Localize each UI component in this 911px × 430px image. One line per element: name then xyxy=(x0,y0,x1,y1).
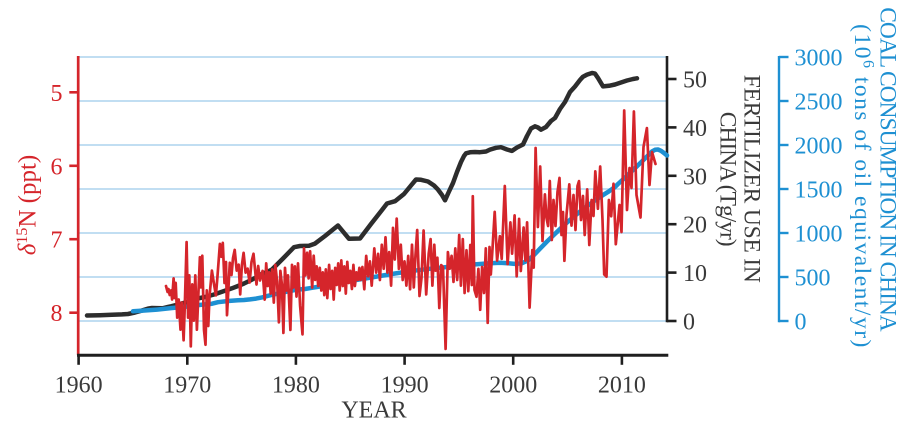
svg-text:3000: 3000 xyxy=(795,46,843,72)
svg-text:1000: 1000 xyxy=(795,222,843,248)
svg-text:1960: 1960 xyxy=(55,373,103,399)
svg-text:50: 50 xyxy=(683,68,707,94)
svg-text:8: 8 xyxy=(51,301,63,327)
svg-text:40: 40 xyxy=(683,116,707,142)
svg-text:500: 500 xyxy=(795,266,831,292)
svg-text:2500: 2500 xyxy=(795,90,843,116)
svg-text:5: 5 xyxy=(51,81,63,107)
svg-text:CHINA (Tg/yr): CHINA (Tg/yr) xyxy=(715,112,741,246)
svg-text:1500: 1500 xyxy=(795,178,843,204)
svg-text:(106 tons of oil equivalent/yr: (106 tons of oil equivalent/yr) xyxy=(849,24,877,349)
svg-text:FERTILIZER USE IN: FERTILIZER USE IN xyxy=(739,75,765,283)
svg-text:6: 6 xyxy=(51,154,63,180)
svg-text:0: 0 xyxy=(795,310,807,336)
svg-text:7: 7 xyxy=(51,228,63,254)
svg-text:1990: 1990 xyxy=(381,373,429,399)
svg-text:COAL CONSUMPTION IN CHINA: COAL CONSUMPTION IN CHINA xyxy=(875,7,901,332)
svg-text:1970: 1970 xyxy=(163,373,211,399)
svg-text:30: 30 xyxy=(683,164,707,190)
svg-text:2000: 2000 xyxy=(795,134,843,160)
svg-text:1980: 1980 xyxy=(272,373,320,399)
svg-text:YEAR: YEAR xyxy=(341,398,406,424)
svg-text:0: 0 xyxy=(683,310,695,336)
svg-text:10: 10 xyxy=(683,261,707,287)
svg-text:2000: 2000 xyxy=(489,373,537,399)
svg-text:2010: 2010 xyxy=(598,373,646,399)
svg-text:20: 20 xyxy=(683,213,707,239)
svg-text:δ15N (ppt): δ15N (ppt) xyxy=(14,155,42,256)
